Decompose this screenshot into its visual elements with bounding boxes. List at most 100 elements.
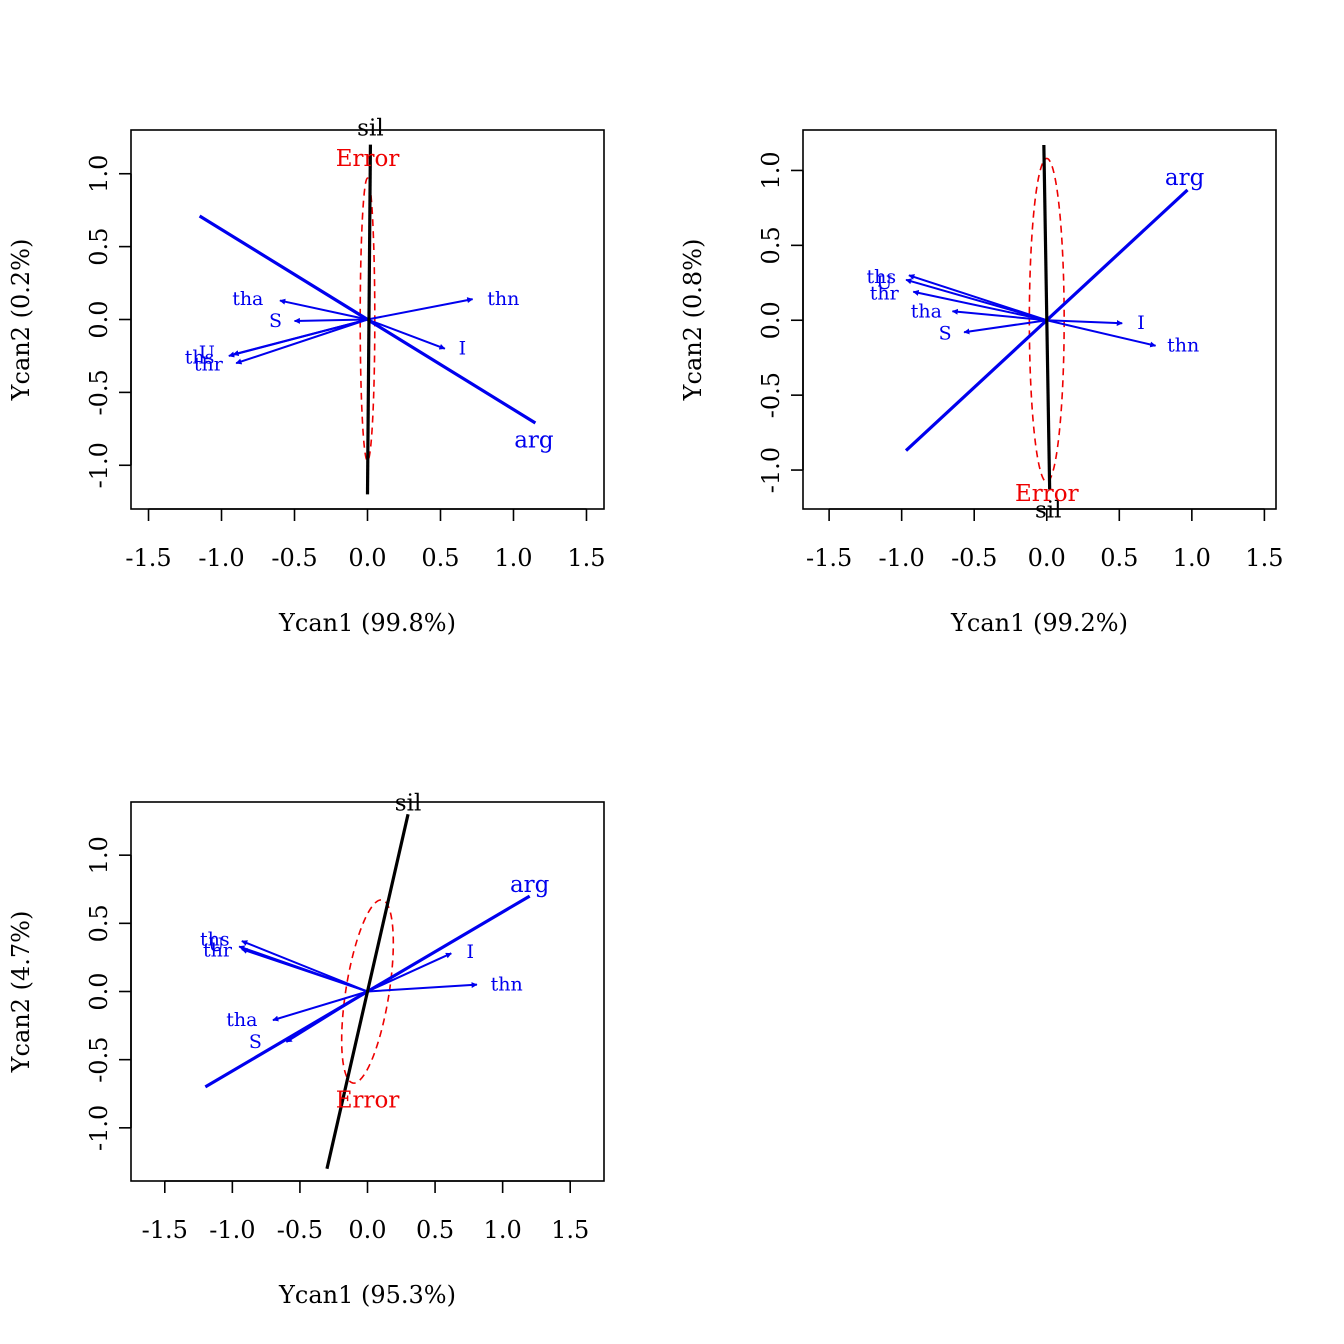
chart1-x-tick-label: 0.0 xyxy=(348,544,386,572)
chart3-y-tick-label: 0.0 xyxy=(85,972,113,1010)
chart2-vector-thr-label: thr xyxy=(870,282,900,304)
chart1-x-tick-label: -0.5 xyxy=(271,544,317,572)
chart1-y-tick-label: -0.5 xyxy=(85,369,113,415)
chart1-vector-i xyxy=(367,318,446,350)
chart1-y-tick-label: 0.5 xyxy=(85,228,113,266)
chart2-y-tick-label: 0.5 xyxy=(757,226,785,264)
chart2-vector-s xyxy=(963,319,1047,335)
chart2-vector-tha-label: tha xyxy=(911,300,942,322)
chart1-vector-s xyxy=(293,317,368,324)
chart1-vector-s-label: S xyxy=(269,310,282,332)
chart2-y-axis-title: Ycan2 (0.8%) xyxy=(679,239,707,402)
chart3-vector-i-label: I xyxy=(466,941,474,963)
chart2-sil-line xyxy=(1042,144,1052,490)
chart1-sil-line xyxy=(365,144,373,495)
chart2-vector-s-label: S xyxy=(939,323,952,345)
chart1-x-tick-label: 0.5 xyxy=(421,544,459,572)
chart1-vector-thn-label: thn xyxy=(487,288,519,310)
chart1-vector-thn xyxy=(367,297,474,321)
chart2-vector-i-label: I xyxy=(1137,312,1145,334)
chart3-vector-thn xyxy=(367,982,478,993)
chart3-error-ellipse xyxy=(340,899,395,1084)
chart3-vector-s xyxy=(285,990,369,1043)
chart2-y-tick-label: 0.0 xyxy=(757,301,785,339)
chart2-vector-tha xyxy=(951,308,1047,322)
chart3-x-tick-label: 0.0 xyxy=(348,1216,386,1244)
chart2-x-tick-label: -1.0 xyxy=(879,544,925,572)
chart3-vector-u-label: U xyxy=(208,934,224,956)
chart2-y-tick-label: 1.0 xyxy=(757,151,785,189)
chart1-y-axis-title: Ycan2 (0.2%) xyxy=(7,239,35,402)
chart1-vector-tha xyxy=(279,298,368,321)
chart2-y-tick-label: -0.5 xyxy=(757,372,785,418)
chart2-vector-thn-label: thn xyxy=(1167,335,1199,357)
chart-panel-2: -1.5 -1.0 -0.5 0.0 0.5 1.0 1.5 -1.0 -0.5 0.0 0.5 1.… xyxy=(679,129,1283,637)
chart1-vector-u xyxy=(232,318,368,357)
chart3-x-axis-title: Ycan1 (95.3%) xyxy=(278,1281,456,1309)
chart3-y-tick-label: 1.0 xyxy=(85,836,113,874)
chart2-x-tick-label: -0.5 xyxy=(951,544,997,572)
chart2-vector-thn xyxy=(1046,319,1157,348)
chart3-sil-line xyxy=(325,813,410,1170)
chart3-error-label: Error xyxy=(336,1088,400,1114)
chart1-vector-u-label: U xyxy=(199,342,215,364)
chart1-arg-label: arg xyxy=(514,427,554,453)
chart1-vector-tha-label: tha xyxy=(232,288,263,310)
chart-panel-3: -1.5 -1.0 -0.5 0.0 0.5 1.0 1.5 -1.0 -0.5 0.0 0.5 1.… xyxy=(7,790,605,1309)
chart1-x-tick-label: 1.5 xyxy=(567,544,605,572)
chart2-vector-ths-label: ths xyxy=(867,266,897,288)
chart3-arg-label: arg xyxy=(510,872,550,898)
chart3-vector-tha xyxy=(272,990,368,1022)
chart3-x-tick-label: -1.0 xyxy=(209,1216,255,1244)
chart2-arg-label: arg xyxy=(1165,165,1205,191)
chart2-x-tick-label: 1.5 xyxy=(1245,544,1283,572)
chart1-x-axis-title: Ycan1 (99.8%) xyxy=(278,609,456,637)
chart3-vector-thr xyxy=(241,948,368,993)
chart3-y-tick-label: -1.0 xyxy=(85,1105,113,1151)
chart1-y-tick-label: 0.0 xyxy=(85,300,113,338)
chart1-error-ellipse xyxy=(359,177,376,462)
chart3-vector-ths-label: ths xyxy=(200,929,230,951)
chart2-x-tick-label: 1.0 xyxy=(1173,544,1211,572)
chart2-x-tick-label: 0.5 xyxy=(1100,544,1138,572)
chart3-sil-label: sil xyxy=(395,790,422,816)
chart2-sil-label: sil xyxy=(1035,497,1062,523)
chart3-x-tick-label: 0.5 xyxy=(416,1216,454,1244)
chart1-vector-thr-label: thr xyxy=(194,354,224,376)
chart3-vector-ths xyxy=(241,940,368,993)
chart3-vector-thn-label: thn xyxy=(491,974,523,996)
chart2-error-label: Error xyxy=(1015,481,1079,507)
chart3-x-tick-label: -0.5 xyxy=(277,1216,323,1244)
chart3-x-tick-label: 1.5 xyxy=(551,1216,589,1244)
chart1-x-tick-label: 1.0 xyxy=(494,544,532,572)
chart1-x-tick-label: -1.0 xyxy=(198,544,244,572)
chart2-x-tick-label: 0.0 xyxy=(1028,544,1066,572)
chart3-x-tick-label: 1.0 xyxy=(484,1216,522,1244)
chart2-x-tick-label: -1.5 xyxy=(806,544,852,572)
chart2-x-axis-title: Ycan1 (99.2%) xyxy=(950,609,1128,637)
chart3-vector-thr-label: thr xyxy=(203,940,233,962)
chart1-sil-label: sil xyxy=(357,116,384,142)
chart1-error-label: Error xyxy=(336,146,400,172)
chart2-vector-u-label: U xyxy=(876,272,892,294)
chart3-vector-tha-label: tha xyxy=(226,1009,257,1031)
chart3-x-tick-label: -1.5 xyxy=(142,1216,188,1244)
chart3-vector-s-label: S xyxy=(249,1031,262,1053)
chart1-y-tick-label: 1.0 xyxy=(85,155,113,193)
chart2-vector-u xyxy=(905,278,1048,322)
chart2-vector-i xyxy=(1046,319,1123,327)
chart2-y-tick-label: -1.0 xyxy=(757,447,785,493)
chart1-x-tick-label: -1.5 xyxy=(125,544,171,572)
chart1-vector-ths-label: ths xyxy=(185,346,215,368)
chart2-error-ellipse xyxy=(1028,157,1065,483)
chart3-y-axis-title: Ycan2 (4.7%) xyxy=(7,911,35,1074)
chart1-y-tick-label: -1.0 xyxy=(85,442,113,488)
chart-panel-1: -1.5 -1.0 -0.5 0.0 0.5 1.0 1.5 -1.0 -0.5 0.0 0.5 1.… xyxy=(7,116,606,637)
chart3-y-tick-label: -0.5 xyxy=(85,1037,113,1083)
chart3-vector-i xyxy=(367,952,452,993)
chart3-y-tick-label: 0.5 xyxy=(85,904,113,942)
chart2-vector-thr xyxy=(912,289,1047,322)
chart1-vector-thr xyxy=(235,318,368,365)
chart1-vector-i-label: I xyxy=(459,338,467,360)
